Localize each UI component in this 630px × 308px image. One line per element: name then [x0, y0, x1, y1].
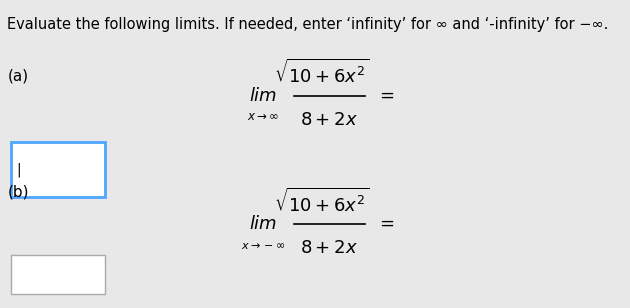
- Text: Evaluate the following limits. If needed, enter ‘infinity’ for ∞ and ‘-infinity’: Evaluate the following limits. If needed…: [8, 17, 609, 32]
- FancyBboxPatch shape: [11, 255, 105, 294]
- Text: =: =: [379, 215, 394, 233]
- FancyBboxPatch shape: [11, 142, 105, 197]
- Text: (a): (a): [8, 69, 28, 83]
- Text: $\sqrt{10 + 6x^2}$: $\sqrt{10 + 6x^2}$: [274, 59, 369, 87]
- Text: $8 + 2x$: $8 + 2x$: [301, 111, 358, 129]
- Text: lim: lim: [249, 215, 277, 233]
- Text: =: =: [379, 87, 394, 105]
- Text: $\sqrt{10 + 6x^2}$: $\sqrt{10 + 6x^2}$: [274, 187, 369, 216]
- Text: $x\rightarrow-\infty$: $x\rightarrow-\infty$: [241, 241, 285, 251]
- Text: (b): (b): [8, 184, 29, 200]
- Text: $x\rightarrow\infty$: $x\rightarrow\infty$: [247, 110, 279, 123]
- Text: lim: lim: [249, 87, 277, 105]
- Text: |: |: [16, 162, 21, 176]
- Text: $8 + 2x$: $8 + 2x$: [301, 239, 358, 257]
